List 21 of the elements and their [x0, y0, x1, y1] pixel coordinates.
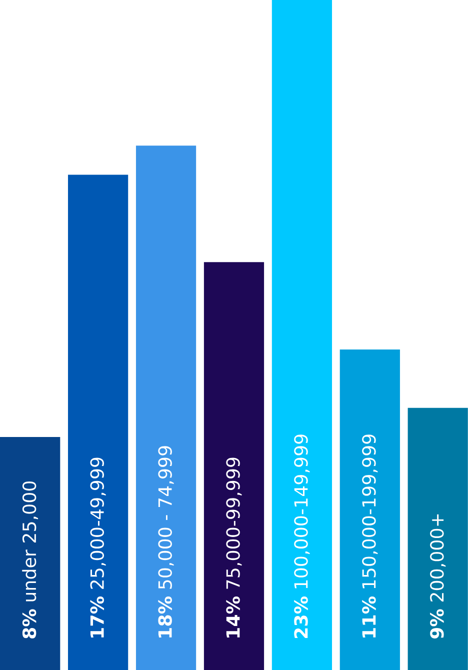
data-label: 18%	[158, 596, 172, 638]
data-label: 23%	[294, 596, 308, 638]
x-tick-label: 50,000 - 74,999	[158, 446, 174, 589]
x-tick-label: 200,000+	[430, 514, 446, 602]
bar	[68, 174, 128, 670]
data-label: 8%	[22, 609, 36, 638]
data-label: 14%	[226, 596, 240, 638]
x-tick-label: 100,000-149,999	[294, 434, 310, 588]
bar	[0, 436, 60, 670]
x-tick-label: 75,000-99,999	[226, 458, 242, 589]
bar	[340, 350, 400, 670]
x-tick-label: 25,000-49,999	[90, 458, 106, 589]
data-label: 17%	[90, 596, 104, 638]
x-tick-label: under 25,000	[22, 481, 38, 602]
bar	[408, 408, 468, 670]
bar	[272, 0, 332, 670]
data-label: 11%	[362, 596, 376, 638]
x-tick-label: 150,000-199,999	[362, 434, 378, 588]
data-label: 9%	[430, 609, 444, 639]
bar	[204, 262, 264, 670]
bar	[136, 146, 196, 670]
